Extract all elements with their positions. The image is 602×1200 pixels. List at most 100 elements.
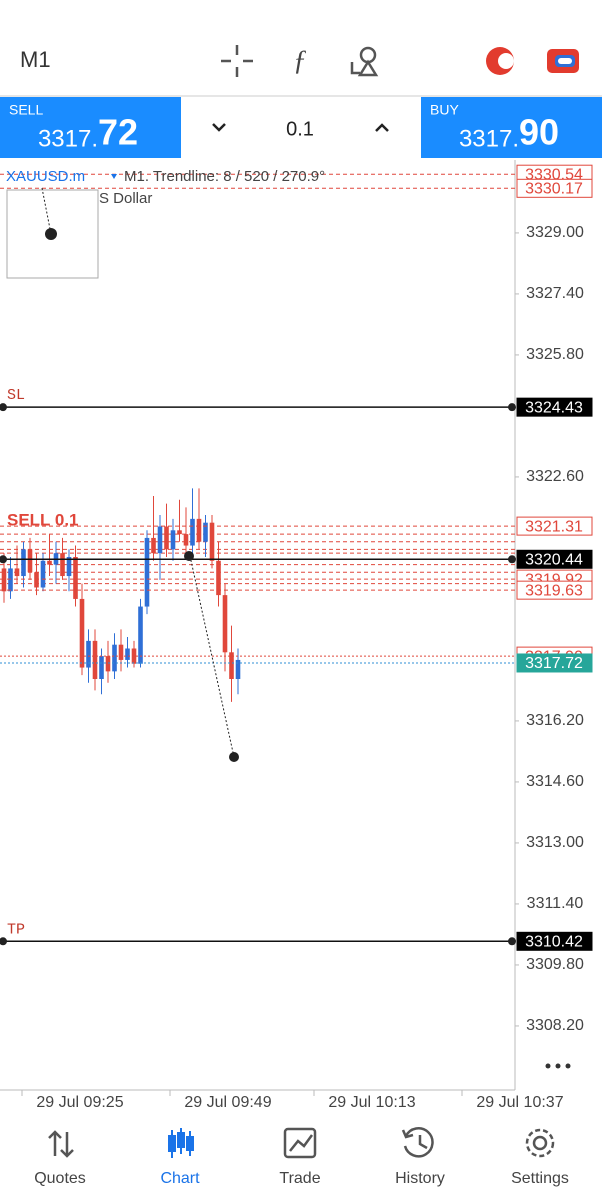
level-tag: SL [7,387,25,404]
candle-body [235,659,241,679]
trendline-handle[interactable] [45,228,57,240]
candle-body [203,522,208,542]
candle-body [92,640,98,679]
crosshair-icon[interactable] [221,45,253,77]
buy-price: 3317. [459,125,519,152]
y-tick-label: 3308.20 [526,1017,584,1034]
candle-body [125,648,130,660]
x-tick-label: 29 Jul 09:25 [36,1094,123,1111]
bottom-nav [48,1127,555,1159]
y-tick-label: 3309.80 [526,956,584,973]
price-label-box [516,397,593,417]
buy-button[interactable] [421,97,602,158]
candle-body [183,534,189,546]
chart-icon [168,1128,194,1158]
candle-body [164,526,169,550]
price-label-box [516,516,593,536]
level-handle [508,403,516,412]
trade-panel: SELL 3317. 72 0.1 BUY 3317. 90 [0,95,602,158]
nav-tab[interactable]: History [395,1170,445,1187]
candle-body [34,572,39,588]
level-handle [0,403,7,412]
candle-body [60,553,65,577]
sell-label: SELL [9,102,43,118]
objects-icon[interactable] [350,46,379,77]
history-icon [401,1127,434,1158]
price-label-box [516,931,593,951]
sell-price: 3317. [38,125,98,152]
sell-price-pips: 72 [98,112,138,153]
y-tick-label: 3313.00 [526,834,584,851]
candle-body [79,598,85,668]
candle-body [190,518,195,546]
nav-tab[interactable]: Settings [511,1170,569,1187]
y-tick-label: 3316.20 [526,712,584,729]
chart: 3329.00 3327.40 3325.80 3322.60 3316.20 3314.… [0,160,593,1111]
price-label: 3320.44 [525,551,583,568]
trendline-handle[interactable] [184,551,194,561]
trade-icon [283,1127,317,1159]
candle-body [177,530,182,535]
sell-button[interactable] [0,97,181,158]
timeframe[interactable]: M1 [20,47,51,72]
candle-body [229,652,234,679]
price-label: 3310.42 [525,934,583,951]
order-tag: SELL 0.1 [7,510,79,529]
more-menu[interactable] [545,1063,571,1069]
level-handle [0,555,7,564]
buy-price-pips: 90 [519,112,559,153]
y-tick-label: 3329.00 [526,224,584,241]
candle-body [21,549,26,577]
price-label: 3319.63 [525,582,583,599]
candle-body [8,568,13,592]
price-label-box [516,653,593,673]
trade-icon[interactable] [547,49,579,73]
nav-tab[interactable]: Chart [160,1170,200,1187]
price-label: 3317.72 [525,655,583,672]
candle-body [66,556,72,577]
account-icon[interactable] [486,47,514,75]
candle-body [112,644,117,672]
x-tick-label: 29 Jul 10:13 [328,1094,415,1111]
chart-overlay: XAUUSD.m M1. Trendline: 8 / 520 / 270.9°… [6,168,571,1069]
candle-body [105,656,111,672]
trendline-handle[interactable] [229,752,239,762]
price-label-box [516,549,593,569]
volume[interactable]: 0.1 [286,118,314,140]
y-tick-label: 3325.80 [526,346,584,363]
volume-down[interactable] [212,123,226,132]
volume-up[interactable] [375,123,389,132]
price-label: 3324.43 [525,399,583,416]
indicators-icon[interactable]: ƒ [293,45,307,76]
candle-body [157,526,163,554]
candle-body [144,537,150,607]
y-tick-label: 3314.60 [526,773,584,790]
candle-body [1,568,7,592]
top-bar: M1 ƒ [20,45,579,77]
candle-body [170,530,176,550]
candle-body [209,522,215,561]
x-tick-label: 29 Jul 10:37 [476,1094,563,1111]
candle-body [73,556,78,599]
price-label-box [516,178,593,198]
candle-body [151,537,156,554]
candle-body [216,560,221,596]
settings-icon [525,1128,555,1158]
candle-body [47,560,52,565]
candle-body [222,595,228,653]
symbol-dropdown[interactable] [111,174,117,179]
nav-tab[interactable]: Quotes [34,1170,86,1187]
symbol[interactable]: XAUUSD.m [6,168,85,185]
candle-body [86,640,91,668]
candle-body [40,560,46,588]
price-label-box [516,580,593,600]
level-handle [508,937,516,946]
buy-label: BUY [430,102,459,118]
level-handle [0,937,7,946]
y-tick-label: 3311.40 [527,895,584,912]
nav-tab[interactable]: Trade [279,1170,320,1187]
candle-body [27,549,33,573]
candle-body [14,568,20,577]
